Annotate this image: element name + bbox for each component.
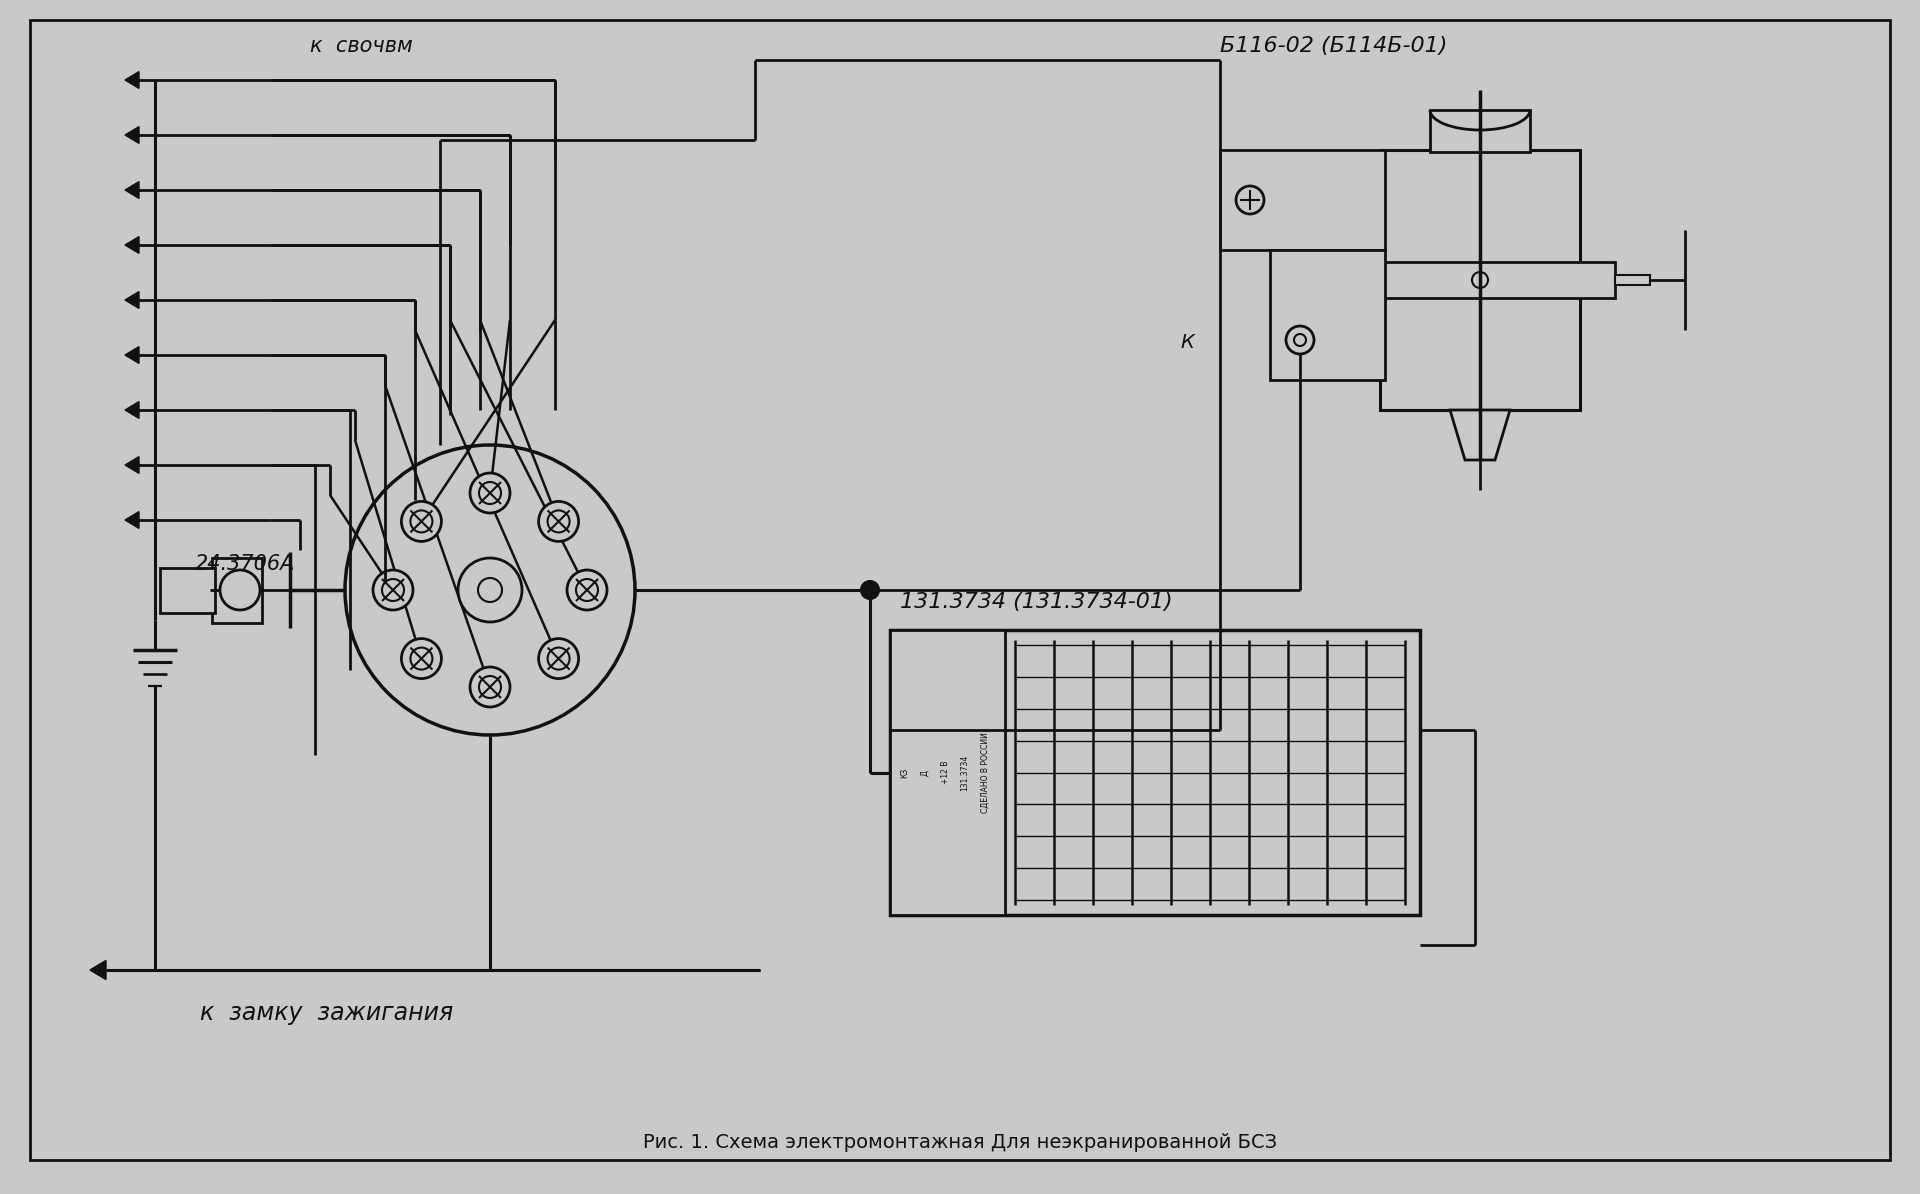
Text: К: К (1181, 333, 1194, 352)
Bar (211, 558, 261, 623)
Polygon shape (90, 960, 106, 979)
Polygon shape (125, 511, 138, 529)
Circle shape (382, 579, 403, 601)
Bar (1430, 110, 1530, 152)
Circle shape (478, 482, 501, 504)
Circle shape (547, 510, 570, 533)
Circle shape (860, 581, 879, 599)
Polygon shape (125, 346, 138, 363)
Bar (891, 630, 1421, 915)
Polygon shape (125, 291, 138, 308)
Text: к  замку  зажигания: к замку зажигания (200, 1001, 453, 1024)
Text: Б116-02 (Б114Б-01): Б116-02 (Б114Б-01) (1219, 36, 1448, 56)
Bar (1615, 275, 1649, 285)
Circle shape (566, 570, 607, 610)
Circle shape (540, 639, 578, 678)
Text: Рис. 1. Схема электромонтажная Для неэкранированной БСЗ: Рис. 1. Схема электромонтажная Для неэкр… (643, 1133, 1277, 1152)
Circle shape (411, 647, 432, 670)
Polygon shape (125, 456, 138, 473)
Text: +12 В: +12 В (941, 761, 950, 784)
Text: к  свочвм: к свочвм (309, 36, 413, 56)
Circle shape (576, 579, 597, 601)
Circle shape (411, 510, 432, 533)
Circle shape (1286, 326, 1313, 353)
Text: 24.3706А: 24.3706А (196, 554, 296, 574)
Polygon shape (125, 181, 138, 198)
Polygon shape (125, 127, 138, 143)
Circle shape (346, 445, 636, 736)
Circle shape (372, 570, 413, 610)
Circle shape (540, 501, 578, 541)
Circle shape (470, 667, 511, 707)
Bar (891, 630, 1004, 915)
Bar (1380, 150, 1580, 410)
Bar (1269, 250, 1384, 380)
Circle shape (401, 501, 442, 541)
Bar (159, 568, 215, 613)
Circle shape (1473, 272, 1488, 288)
Polygon shape (125, 401, 138, 418)
Text: КЗ: КЗ (900, 768, 910, 777)
Circle shape (478, 676, 501, 698)
Circle shape (221, 570, 259, 610)
Circle shape (470, 473, 511, 513)
Text: 131.3734 (131.3734-01): 131.3734 (131.3734-01) (900, 592, 1173, 613)
Polygon shape (1450, 410, 1509, 460)
Circle shape (547, 647, 570, 670)
Bar (1219, 150, 1384, 250)
Text: 131.3734: 131.3734 (960, 755, 970, 790)
Circle shape (478, 578, 501, 602)
Bar (1346, 261, 1615, 298)
Circle shape (1294, 334, 1306, 346)
Text: Д: Д (920, 769, 929, 775)
Circle shape (401, 639, 442, 678)
Polygon shape (125, 236, 138, 253)
Polygon shape (125, 72, 138, 88)
Circle shape (1236, 186, 1263, 214)
Text: СДЕЛАНО В РОСCИИ: СДЕЛАНО В РОСCИИ (981, 732, 989, 813)
Circle shape (459, 558, 522, 622)
